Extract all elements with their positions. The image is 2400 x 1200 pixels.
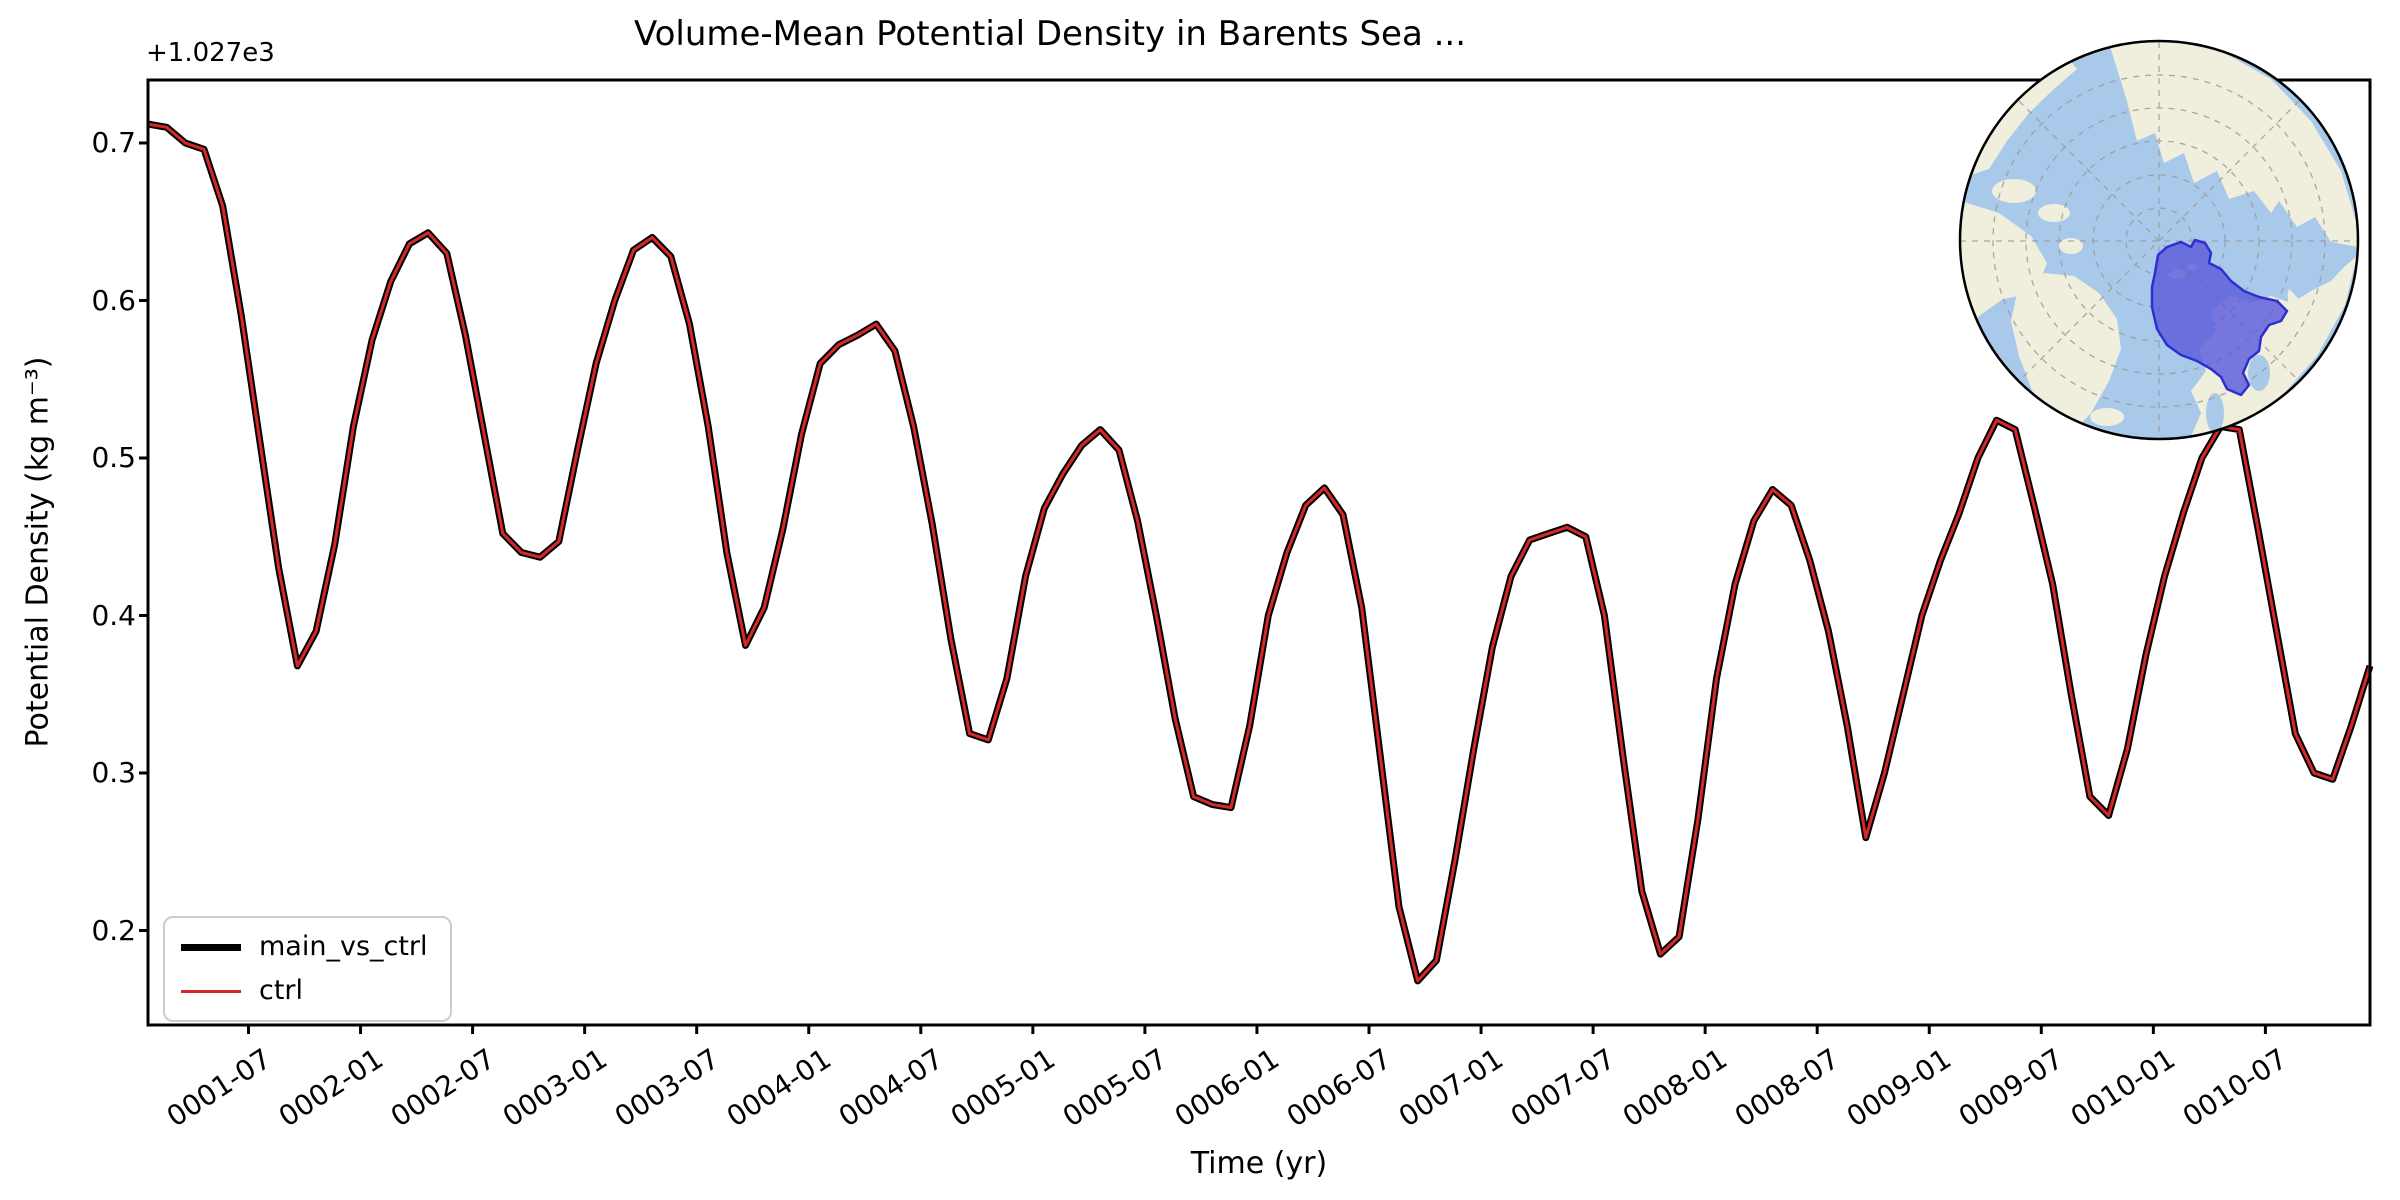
map-white-sea — [2248, 355, 2270, 391]
axis-ticks — [139, 141, 2267, 1034]
legend-label: ctrl — [259, 975, 304, 1006]
map-border-circle — [1958, 39, 2360, 441]
y-axis-offset-text: +1.027e3 — [146, 38, 275, 68]
map-baltic-sea — [2206, 393, 2224, 433]
y-tick-label: 0.4 — [91, 598, 136, 632]
legend-item: ctrl — [181, 976, 428, 1006]
axes-frame — [146, 78, 2372, 1027]
series-line-ctrl — [147, 122, 2372, 983]
legend-line-swatch — [181, 943, 241, 951]
density-curves — [147, 120, 2374, 985]
chart-title: Volume-Mean Potential Density in Barents… — [633, 14, 1467, 54]
legend-label: main_vs_ctrl — [259, 931, 428, 962]
legend-item: main_vs_ctrl — [181, 932, 428, 962]
y-tick-label: 0.5 — [91, 441, 136, 474]
x-axis-label: Time (yr) — [1190, 1146, 1328, 1181]
map-graticule — [1960, 42, 2358, 439]
legend-line-swatch — [181, 989, 241, 993]
y-tick-label: 0.7 — [91, 126, 136, 159]
y-tick-label: 0.2 — [91, 913, 136, 947]
map-region-barents-sea — [2150, 238, 2289, 397]
y-tick-label: 0.6 — [91, 283, 136, 317]
y-tick-label: 0.3 — [91, 756, 136, 789]
